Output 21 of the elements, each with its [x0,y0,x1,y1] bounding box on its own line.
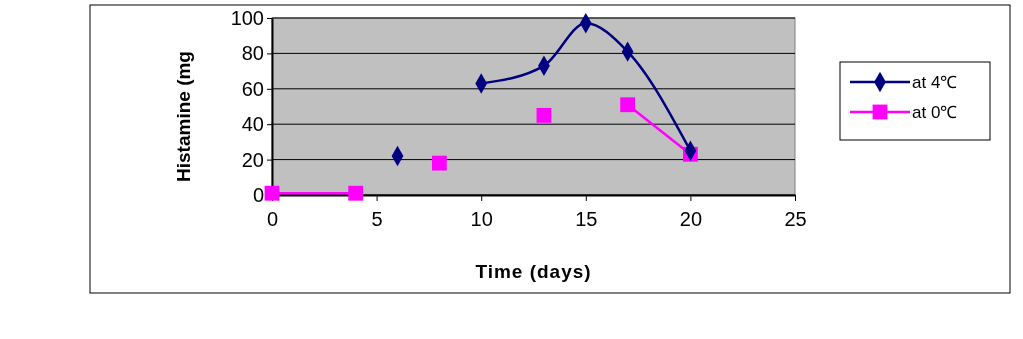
y-tick-label: 80 [241,42,264,65]
point [620,97,636,113]
point [431,155,447,171]
y-tick-label: 40 [241,113,264,136]
x-axis-title: Time (days) [475,261,592,282]
point [536,107,552,123]
y-tick-label: 60 [241,77,264,100]
x-tick-label: 0 [266,208,279,230]
y-tick-label: 0 [252,183,264,206]
y-tick-label: 20 [241,148,264,171]
legend-label: at 0℃ [912,103,958,122]
legend-label: at 4℃ [912,73,958,92]
y-tick-label: 100 [230,6,264,29]
y-axis-title: Histamine (mg [173,51,194,182]
point [348,185,364,201]
x-tick-label: 5 [371,208,383,230]
x-tick-label: 25 [784,208,807,230]
point [264,185,280,201]
x-tick-label: 15 [575,208,598,230]
x-tick-label: 10 [470,208,493,230]
x-tick-label: 20 [679,208,703,230]
